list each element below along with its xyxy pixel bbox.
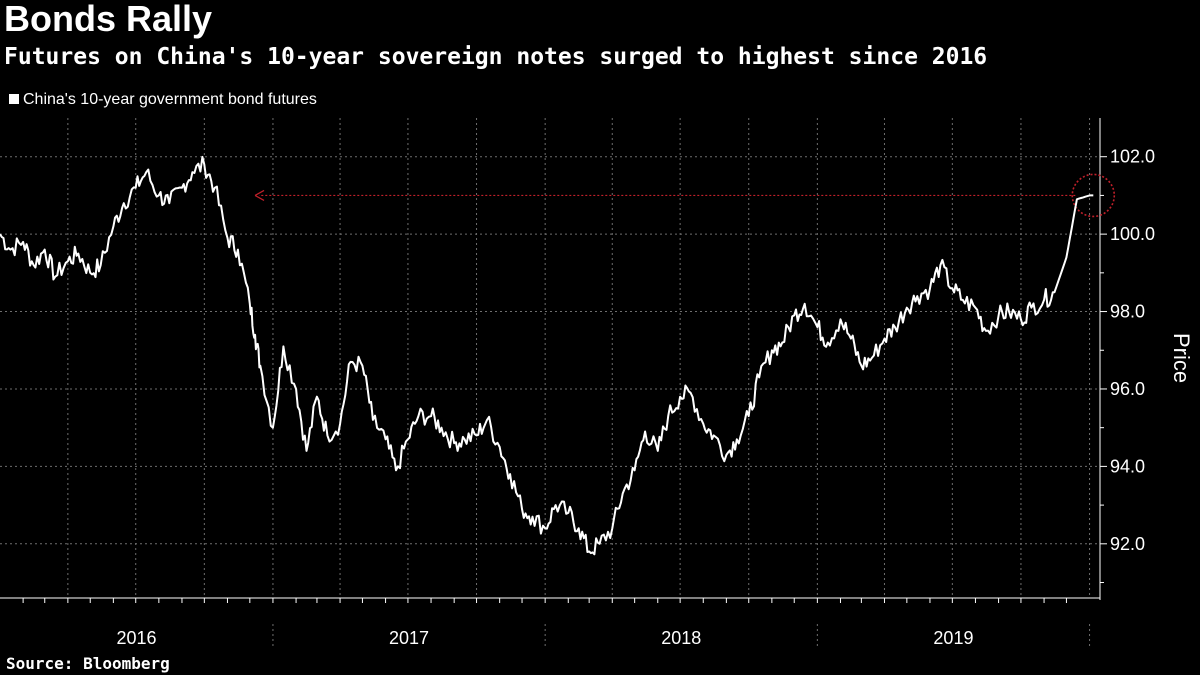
plot-area <box>0 155 1094 556</box>
y-tick-label: 98.0 <box>1110 302 1145 322</box>
y-tick-label: 92.0 <box>1110 534 1145 554</box>
axes: 92.0 94.0 96.0 98.0 100.0 102.0 2016 2017 2018 20… <box>0 118 1194 648</box>
grid <box>0 118 1100 598</box>
y-axis-label: Price <box>1169 333 1194 383</box>
highlight-circle <box>1071 173 1116 218</box>
series-line <box>0 155 1094 556</box>
x-tick-label: 2018 <box>661 628 701 648</box>
y-tick-label: 96.0 <box>1110 379 1145 399</box>
legend: China's 10-year government bond futures <box>9 91 317 109</box>
annotations <box>254 173 1116 218</box>
legend-swatch <box>9 94 19 104</box>
chart-subtitle: Futures on China's 10-year sovereign not… <box>4 44 988 70</box>
x-tick-label: 2017 <box>389 628 429 648</box>
x-tick-label: 2016 <box>116 628 156 648</box>
y-tick-label: 100.0 <box>1110 224 1155 244</box>
x-tick-label: 2019 <box>933 628 973 648</box>
y-tick-label: 102.0 <box>1110 147 1155 167</box>
legend-label: China's 10-year government bond futures <box>23 91 317 108</box>
chart-title: Bonds Rally <box>4 0 213 39</box>
y-tick-label: 94.0 <box>1110 456 1145 476</box>
reference-arrowhead <box>254 189 265 201</box>
source-note: Source: Bloomberg <box>6 654 170 673</box>
